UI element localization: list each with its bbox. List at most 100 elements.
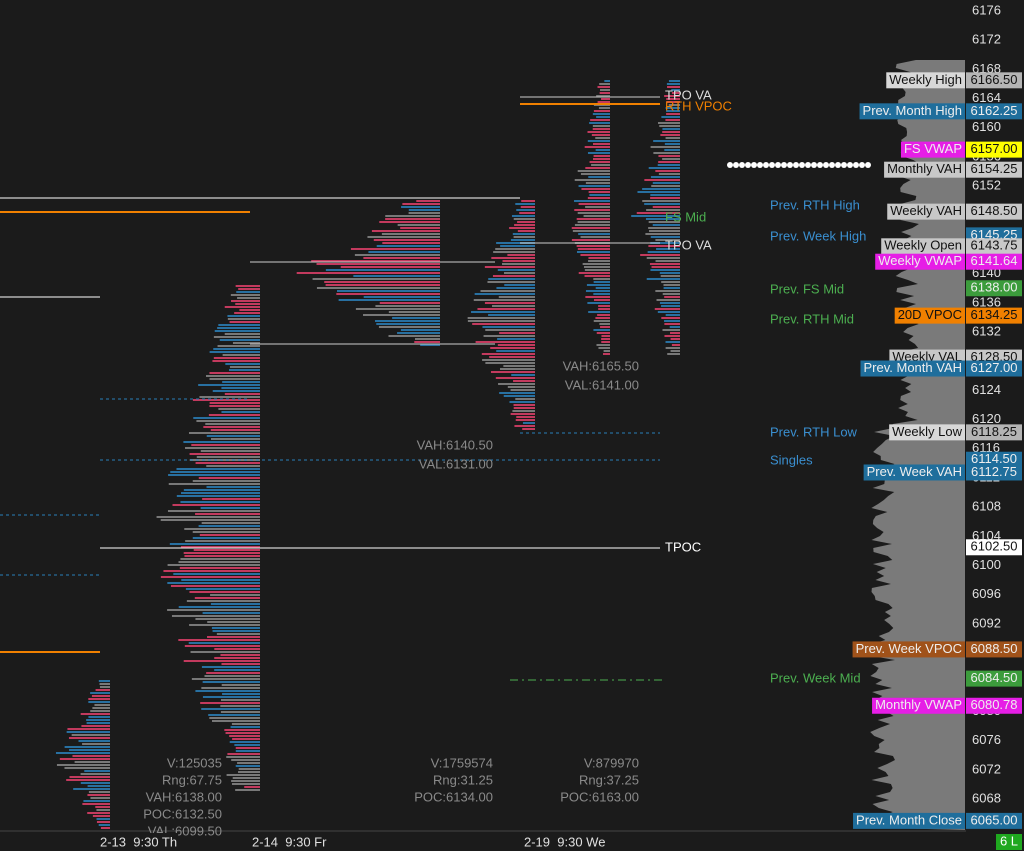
value-label: 6145.25 [971,227,1018,242]
profile-bar [484,266,535,268]
profile-bar [646,209,680,211]
profile-bar [316,287,440,289]
annotation: Prev. RTH High [770,197,860,212]
profile-bar [188,642,260,644]
profile-bar [670,332,680,334]
profile-bar [402,203,440,205]
profile-bar [488,314,535,316]
profile-bar [588,191,610,193]
profile-bar [90,797,110,799]
profile-bar [220,699,260,701]
profile-bar [204,675,260,677]
profile-bar [201,666,260,668]
profile-bar [577,212,610,214]
profile-bar [99,686,110,688]
value-label: 6112.75 [971,464,1017,479]
profile-bar [646,257,680,259]
level-label-box [859,103,965,120]
chart-label: TPO VA [665,237,712,252]
profile-bar [209,372,260,374]
profile-bar [213,336,260,338]
profile-bar [336,293,440,295]
profile-bar [235,765,260,767]
profile-bar [593,143,610,145]
price-tick-label: 6168 [972,61,1001,76]
profile-bar [59,758,110,760]
profile-bar [227,318,260,320]
profile-bar [213,348,260,350]
profile-bar [397,224,440,226]
profile-bar [669,326,680,328]
chart-label: TPO VA [665,87,712,102]
profile-bar [670,350,680,352]
profile-bar [587,140,610,142]
profile-bar [587,197,610,199]
profile-bar [584,269,610,271]
status-box [996,834,1022,850]
profile-bar [657,311,680,313]
date-label: 2-13 9:30 Th [100,834,177,849]
profile-bar [658,161,680,163]
profile-bar [167,564,260,566]
profile-bar [167,582,260,584]
profile-bar [510,389,535,391]
profile-bar [196,456,260,458]
profile-bar [210,429,260,431]
profile-bar [221,411,260,413]
profile-bar [68,737,110,739]
profile-bar [656,299,680,301]
profile-bar [415,338,440,340]
profile-bar [671,92,680,94]
profile-bar [222,693,260,695]
level-label-box [881,238,965,255]
profile-bar [491,257,535,259]
profile-bar [659,302,680,304]
level-label: Prev. Month High [863,103,962,118]
profile-bar [588,176,610,178]
profile-bar [659,272,680,274]
level-label: Monthly VAH [887,161,962,176]
profile-bar [485,329,535,331]
profile-bar [324,281,440,283]
profile-bar [492,305,535,307]
profile-bar [507,386,535,388]
profile-bar [219,339,260,341]
profile-bar [229,366,260,368]
profile-bar [371,230,440,232]
profile-bar [225,363,260,365]
profile-bar [516,209,535,211]
profile-bar [214,657,260,659]
profile-bar [492,275,535,277]
dot [829,162,835,168]
profile-bar [578,185,610,187]
profile-bar [577,170,610,172]
profile-bar [64,767,110,769]
profile-bar [670,338,680,340]
profile-bar [209,402,260,404]
profile-bar [185,447,260,449]
profile-bar [238,768,260,770]
profile-bar [206,486,260,488]
profile-bar [81,725,110,727]
profile-bar [229,741,260,743]
profile-bar [650,194,680,196]
profile-bar [408,212,440,214]
dot [739,162,745,168]
profile-bar [665,347,680,349]
profile-bar [498,296,535,298]
price-tick-label: 6096 [972,586,1001,601]
profile-bar [213,357,260,359]
profile-bar [392,317,440,319]
profile-bar [515,419,535,421]
date-label: 2-19 9:30 We [524,834,605,849]
profile-bar [574,224,610,226]
profile-bar [593,278,610,280]
profile-bar [593,155,610,157]
profile-bar [373,239,440,241]
price-tick-label: 6124 [972,382,1001,397]
price-tick-label: 6160 [972,119,1001,134]
profile-bar [198,477,260,479]
level-label: Weekly High [889,72,962,87]
profile-bar [171,615,260,617]
profile-bar [482,359,535,361]
